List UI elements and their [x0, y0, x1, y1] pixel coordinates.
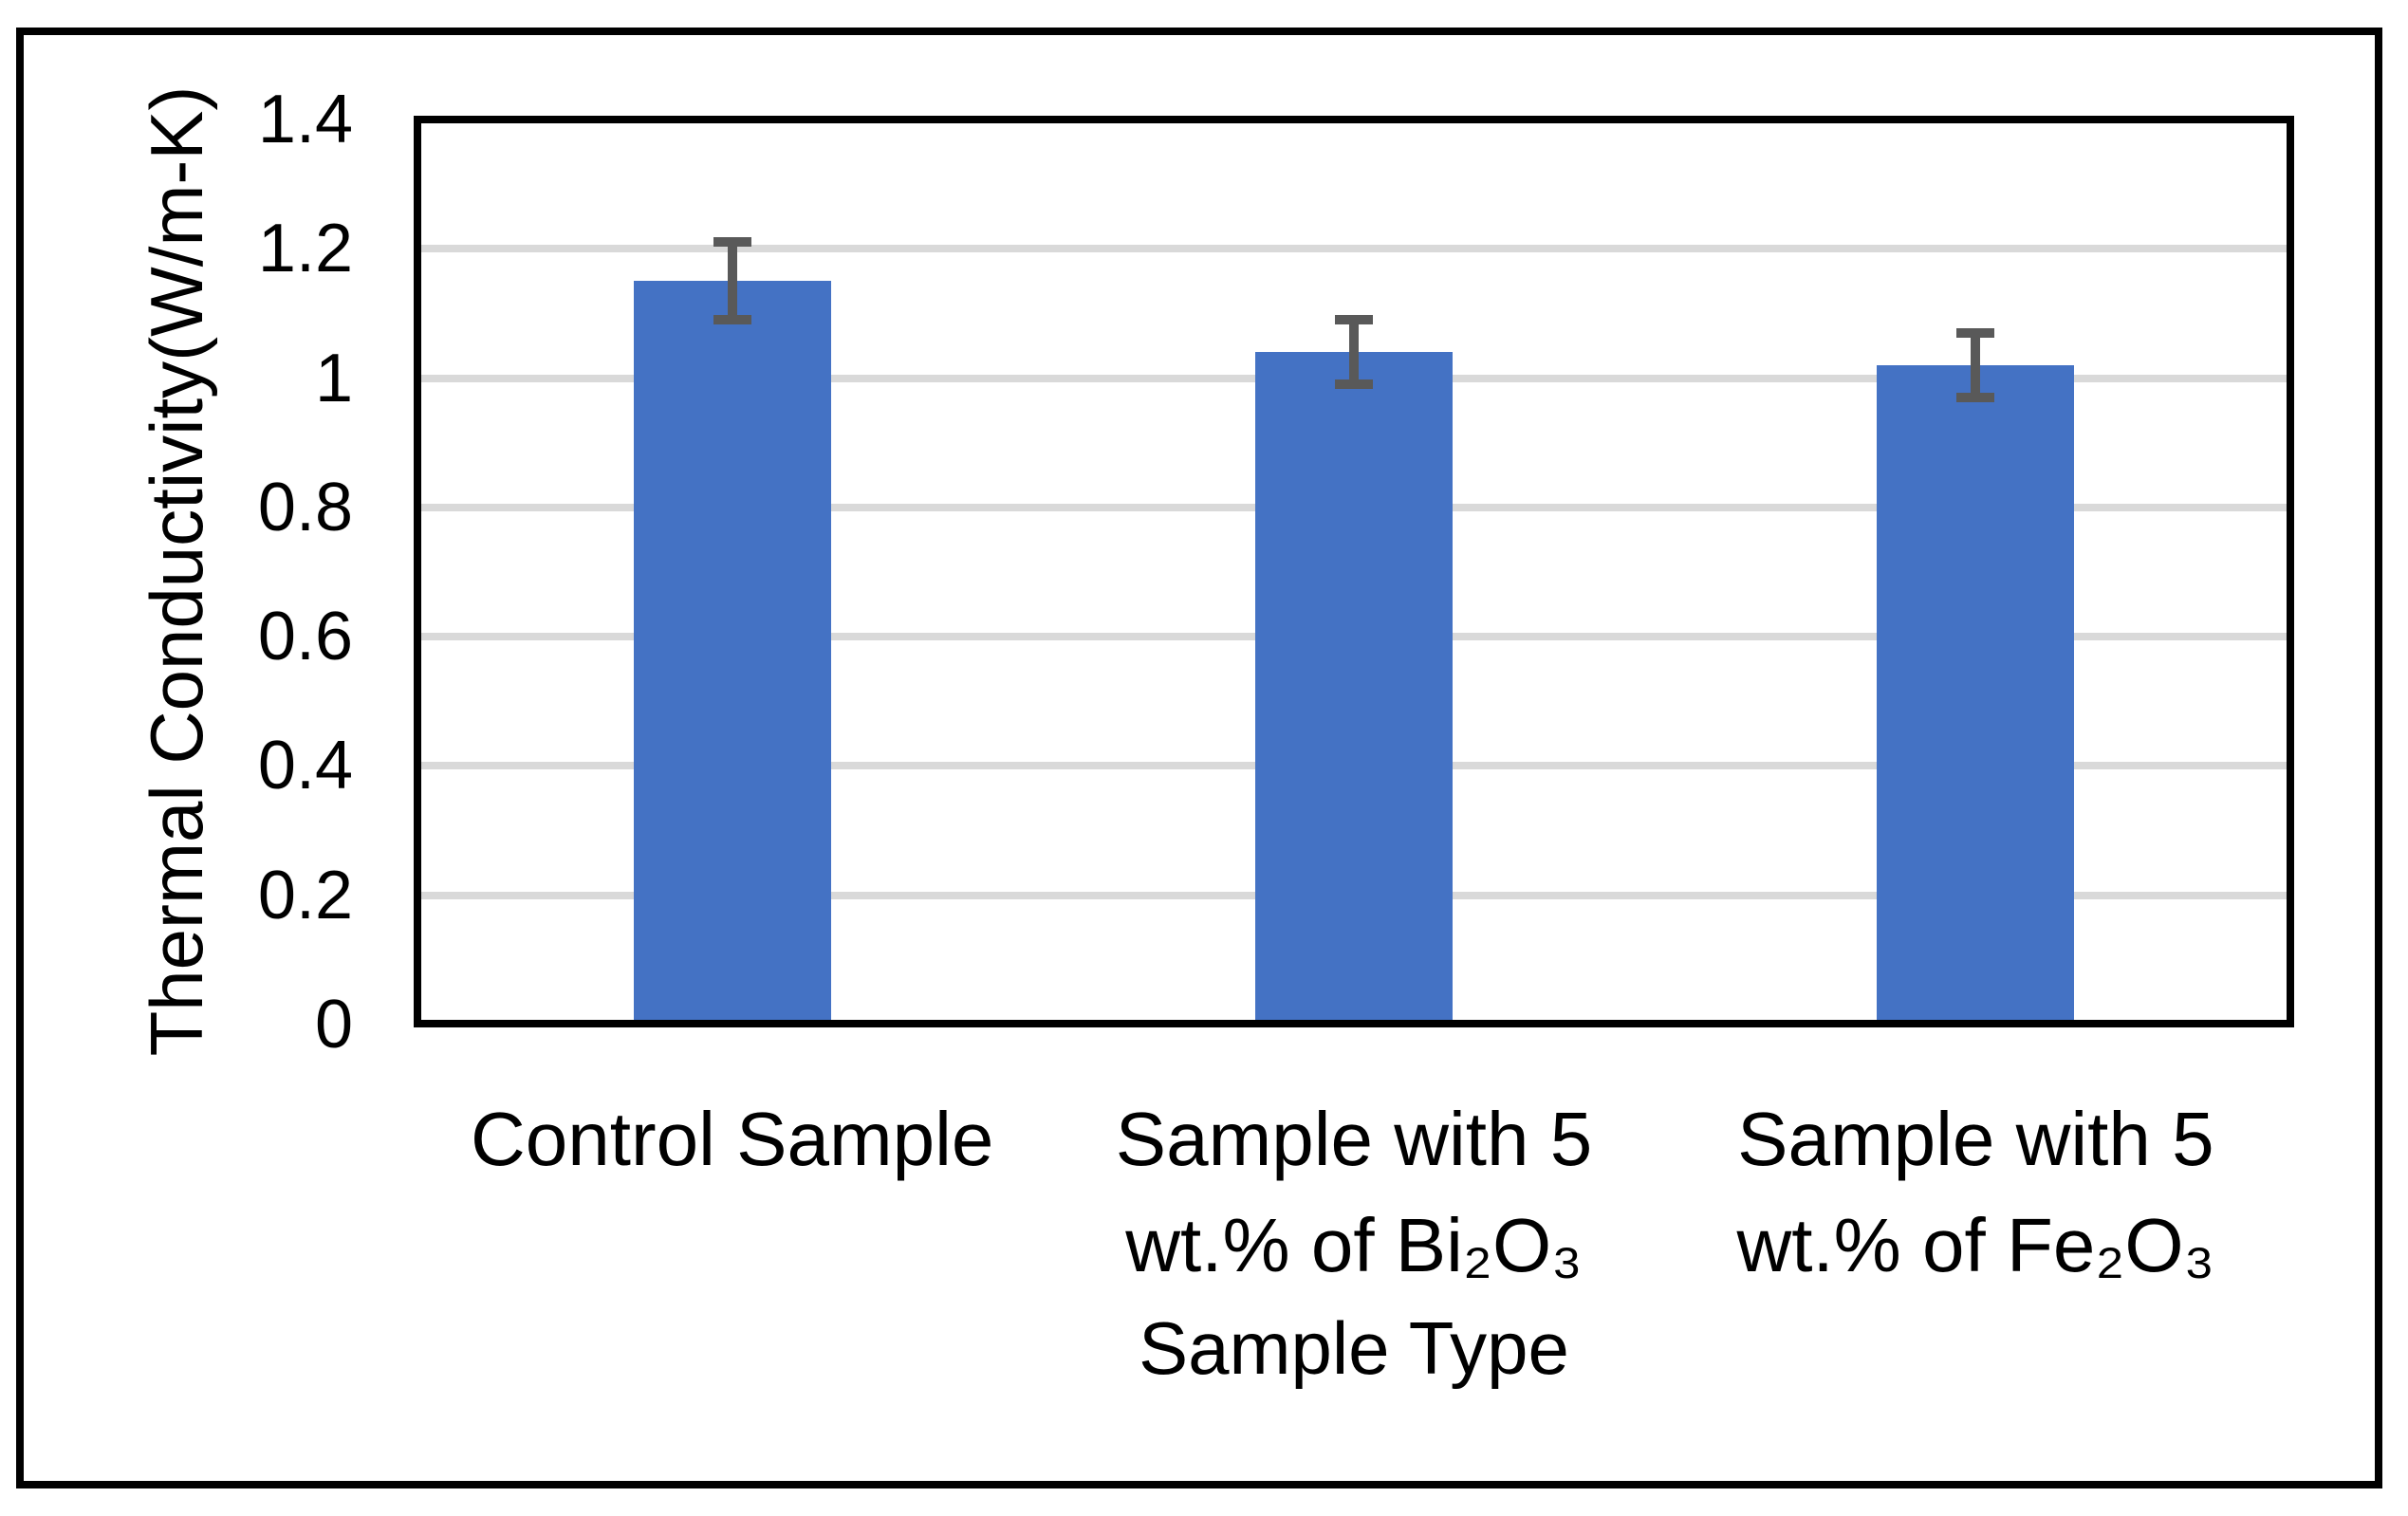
gridline — [421, 245, 2287, 253]
y-tick-label: 1 — [314, 340, 353, 416]
y-tick-label: 1.2 — [257, 211, 353, 287]
category-label-line: Sample with 5 — [1115, 1097, 1593, 1181]
category-label-line: Control Sample — [470, 1097, 994, 1181]
y-tick-label: 0.4 — [257, 728, 353, 804]
error-bar-cap — [1956, 393, 1995, 402]
error-bar-line — [727, 242, 737, 321]
y-tick-label: 0.6 — [257, 599, 353, 675]
figure-border — [16, 28, 2382, 1488]
error-bar-line — [1349, 320, 1359, 385]
x-axis-category-labels: Control Sample Sample with 5 wt.% of Bi₂O₃… — [421, 1086, 2287, 1310]
category-label: Control Sample — [419, 1086, 1046, 1192]
y-tick-label: 1.4 — [257, 82, 353, 157]
error-bar-line — [1971, 332, 1981, 397]
plot-inner — [421, 123, 2287, 1020]
bar — [1877, 364, 2075, 1020]
x-axis-title: Sample Type — [1139, 1306, 1569, 1390]
bar — [633, 281, 831, 1020]
category-label-line: wt.% of Fe₂O₃ — [1736, 1203, 2215, 1287]
error-bar-cap — [713, 315, 751, 325]
error-bar-cap — [1335, 315, 1373, 325]
y-tick-label: 0 — [314, 987, 353, 1063]
y-tick-label: 0.8 — [257, 469, 353, 545]
y-axis-title: Thermal Conductivity(W/m-K) — [135, 85, 218, 1057]
plot-area — [414, 116, 2294, 1027]
error-bar-cap — [1335, 379, 1373, 390]
category-label-line: Sample with 5 — [1737, 1097, 2214, 1181]
error-bar-cap — [713, 237, 751, 248]
bar — [1255, 352, 1453, 1020]
y-tick-label: 0.2 — [257, 857, 353, 934]
category-label: Sample with 5 wt.% of Fe₂O₃ — [1662, 1086, 2288, 1299]
category-label-line: wt.% of Bi₂O₃ — [1125, 1203, 1583, 1287]
y-axis-tick-labels: 0 0.2 0.4 0.6 0.8 1 1.2 1.4 — [0, 0, 353, 1516]
category-label: Sample with 5 wt.% of Bi₂O₃ — [1041, 1086, 1667, 1299]
error-bar-cap — [1956, 327, 1995, 338]
